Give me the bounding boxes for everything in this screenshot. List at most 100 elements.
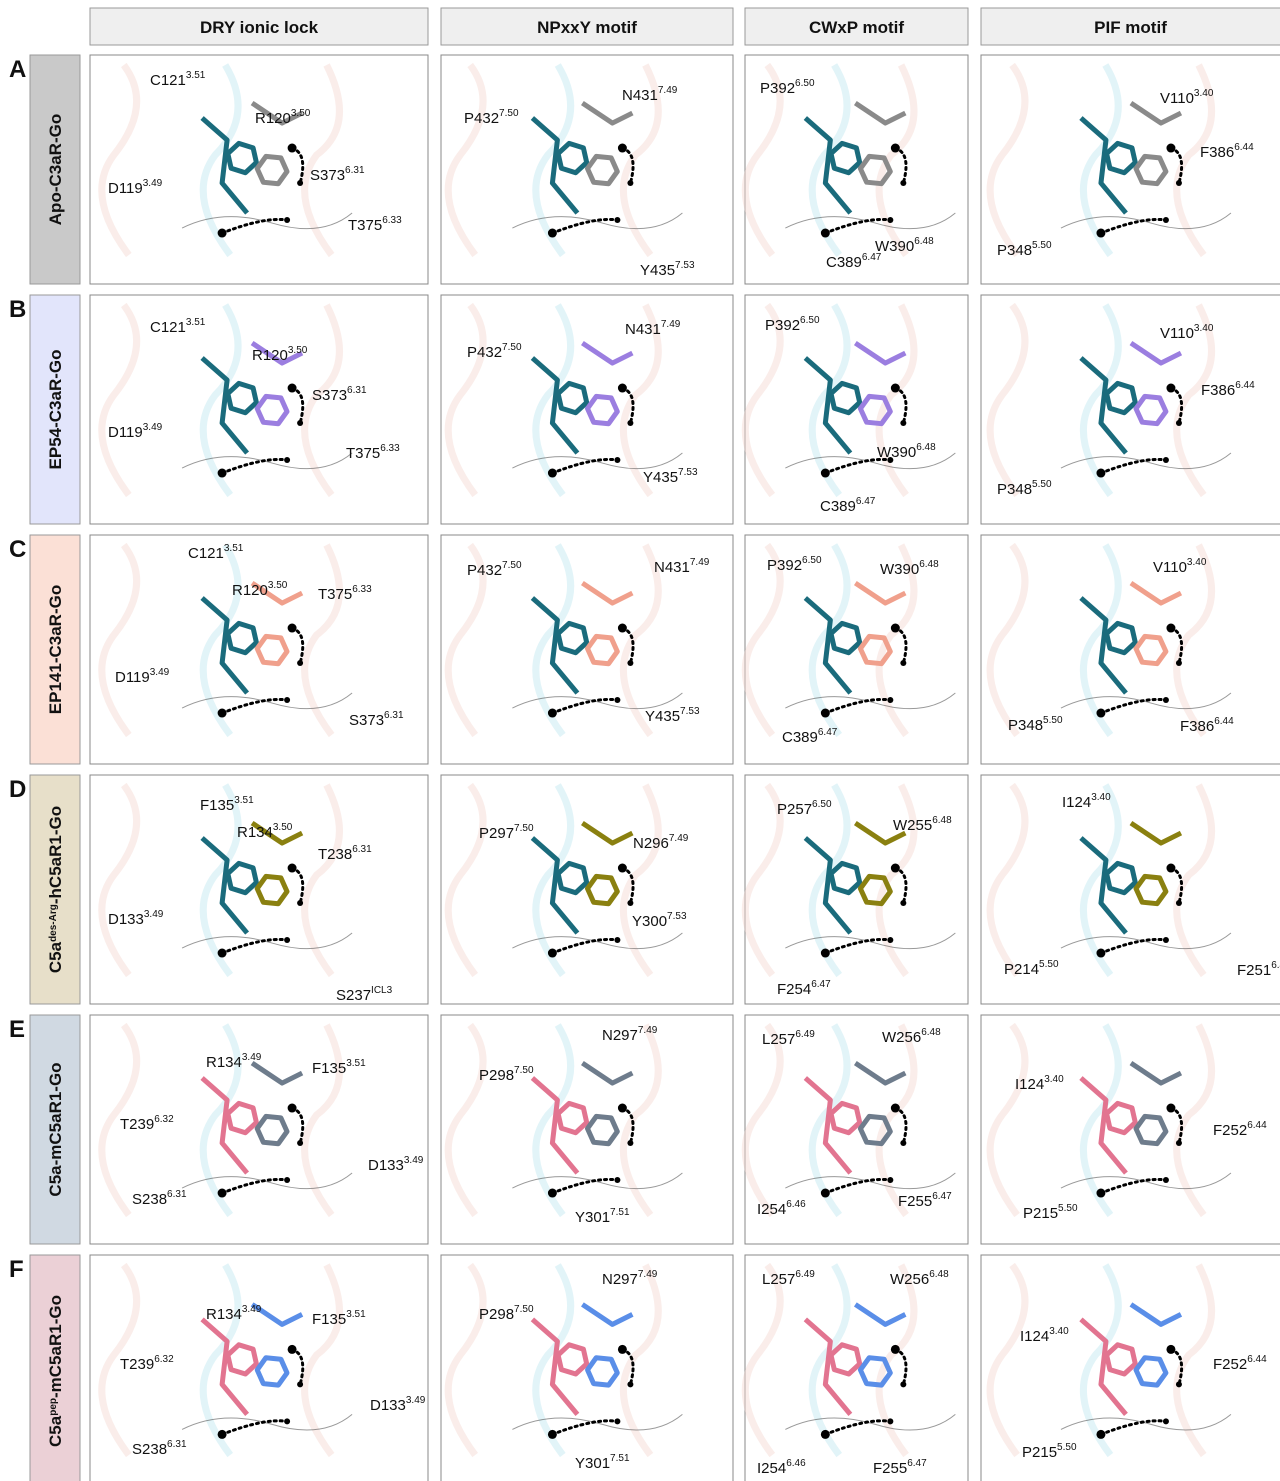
residue-name: D119: [115, 669, 150, 686]
residue-number: 6.49: [795, 1029, 815, 1040]
residue-name: P392: [765, 317, 800, 334]
residue-number: 3.50: [291, 108, 311, 119]
residue-number: 7.50: [502, 560, 522, 571]
residue-name: D119: [108, 180, 143, 197]
residue-number: 7.49: [658, 85, 678, 96]
residue-number: 3.40: [1044, 1074, 1064, 1085]
residue-name: I254: [757, 1201, 786, 1218]
structure-panel: P4327.50N4317.49Y4357.53: [441, 535, 733, 764]
residue-number: 6.33: [382, 215, 402, 226]
residue-name: N297: [602, 1271, 638, 1288]
residue-number: 3.40: [1187, 557, 1207, 568]
residue-number: 5.50: [1057, 1442, 1077, 1453]
residue-number: 6.48: [932, 815, 952, 826]
residue-name: Y435: [640, 262, 675, 279]
residue-name: T239: [120, 1116, 154, 1133]
residue-number: 6.44: [1235, 380, 1255, 391]
residue-name: P215: [1022, 1444, 1057, 1461]
residue-name: I124: [1020, 1328, 1049, 1345]
residue-number: 6.47: [856, 496, 876, 507]
residue-number: 3.49: [404, 1155, 424, 1166]
structure-panel: P3926.50W3906.48C3896.47: [745, 55, 968, 284]
arrow-head: [614, 697, 620, 703]
residue-number: 3.51: [224, 543, 244, 554]
arrow-head: [900, 420, 906, 426]
residue-number: 3.51: [346, 1058, 366, 1069]
residue-number: 6.48: [929, 1269, 949, 1280]
structure-panel: L2576.49W2566.48I2546.46F2556.47: [745, 1015, 968, 1244]
residue-name: N431: [622, 87, 658, 104]
residue-number: 3.51: [186, 70, 206, 81]
structure-panel: P2576.50W2556.48F2546.47: [745, 775, 968, 1004]
residue-name: D133: [370, 1397, 406, 1414]
residue-number: 6.50: [812, 799, 832, 810]
residue-number: 3.51: [346, 1309, 366, 1320]
residue-number: 6.44: [1247, 1354, 1267, 1365]
arrow-head: [627, 420, 633, 426]
arrow-head: [900, 660, 906, 666]
arrow-head: [284, 937, 290, 943]
arrow-head: [614, 1177, 620, 1183]
residue-number: 7.53: [675, 260, 695, 271]
residue-number: 3.40: [1091, 792, 1111, 803]
arrow-head: [1163, 457, 1169, 463]
residue-name: N431: [654, 559, 690, 576]
residue-name: P348: [997, 242, 1032, 259]
row-label: C5a-mC5aR1-Go: [46, 1062, 65, 1196]
residue-name: P432: [464, 110, 499, 127]
residue-number: 3.49: [144, 909, 164, 920]
arrow-head: [627, 180, 633, 186]
residue-name: P348: [1008, 717, 1043, 734]
figure-body: DRY ionic lockNPxxY motifCWxP motifPIF m…: [9, 8, 1280, 1481]
arrow-head: [900, 1381, 906, 1387]
residue-name: Y301: [575, 1455, 610, 1472]
structure-panel: P3926.50W3906.48C3896.47: [745, 295, 968, 524]
residue-number: 3.40: [1194, 88, 1214, 99]
residue-number: 6.33: [352, 584, 372, 595]
residue-name: Y435: [645, 708, 680, 725]
structure-panel: P4327.50N4317.49Y4357.53: [441, 295, 733, 524]
row-label-text: -hC5aR1-Go: [46, 806, 65, 904]
residue-name: W256: [882, 1029, 921, 1046]
residue-number: 6.47: [811, 979, 831, 990]
structure-panel: R1343.49F1353.51T2396.32D1333.49S2386.31: [90, 1255, 428, 1481]
row-letter: F: [9, 1256, 24, 1283]
structure-panel: I1243.40F2526.44P2155.50: [981, 1255, 1280, 1481]
residue-name: W255: [893, 817, 932, 834]
residue-number: 3.49: [242, 1304, 262, 1315]
residue-name: F135: [200, 797, 234, 814]
arrow-head: [627, 900, 633, 906]
arrow-head: [900, 900, 906, 906]
residue-number: 5.50: [1058, 1203, 1078, 1214]
residue-name: C389: [782, 729, 818, 746]
arrow-head: [627, 660, 633, 666]
residue-name: I124: [1015, 1076, 1044, 1093]
residue-number: 3.49: [143, 178, 163, 189]
residue-number: 6.44: [1214, 716, 1234, 727]
residue-number: 7.53: [680, 706, 700, 717]
residue-name: N297: [602, 1027, 638, 1044]
residue-number: 6.47: [907, 1458, 927, 1469]
residue-name: F386: [1180, 718, 1214, 735]
arrow-head: [297, 420, 303, 426]
arrow-head: [887, 217, 893, 223]
residue-number: 3.49: [406, 1395, 426, 1406]
residue-number: 6.50: [800, 315, 820, 326]
structure-panel: V1103.40P3485.50F3866.44: [981, 535, 1280, 764]
residue-name: P432: [467, 344, 502, 361]
arrow-head: [614, 217, 620, 223]
residue-name: I254: [757, 1460, 786, 1477]
residue-name: Y435: [643, 469, 678, 486]
arrow-head: [297, 1140, 303, 1146]
residue-number: 3.40: [1194, 323, 1214, 334]
residue-number: 6.48: [919, 559, 939, 570]
arrow-head: [284, 457, 290, 463]
residue-number: 7.49: [690, 557, 710, 568]
residue-number: 7.50: [514, 823, 534, 834]
residue-name: P392: [760, 80, 795, 97]
residue-name: P297: [479, 825, 514, 842]
